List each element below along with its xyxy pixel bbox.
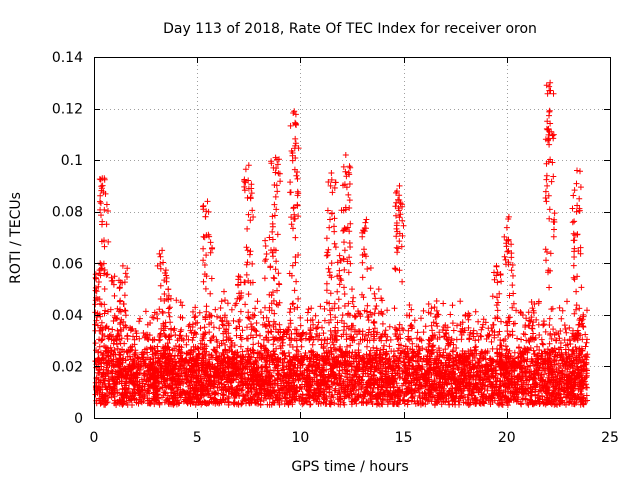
x-tick-label: 0 (90, 430, 99, 446)
chart-title: Day 113 of 2018, Rate Of TEC Index for r… (163, 21, 537, 37)
x-axis-label: GPS time / hours (291, 459, 408, 475)
y-tick-label: 0.12 (52, 102, 83, 118)
y-axis-label: ROTI / TECUs (8, 192, 24, 284)
x-tick-label: 15 (395, 430, 413, 446)
y-tick-label: 0.14 (52, 50, 83, 66)
y-tick-label: 0.04 (52, 308, 83, 324)
y-axis-ticks: 0 0.02 0.04 0.06 0.08 0.1 0.12 0.14 (52, 50, 610, 427)
scatter-plus-markers (92, 79, 591, 409)
y-tick-label: 0 (74, 411, 83, 427)
y-tick-label: 0.08 (52, 205, 83, 221)
plot-frame (94, 57, 611, 419)
data-points (92, 79, 591, 409)
y-tick-label: 0.1 (61, 153, 83, 169)
x-tick-label: 20 (498, 430, 516, 446)
y-tick-label: 0.02 (52, 359, 83, 375)
x-tick-label: 25 (601, 430, 619, 446)
x-tick-label: 5 (193, 430, 202, 446)
x-axis-ticks: 0 5 10 15 20 25 (90, 57, 619, 446)
y-tick-label: 0.06 (52, 256, 83, 272)
x-tick-label: 10 (291, 430, 309, 446)
